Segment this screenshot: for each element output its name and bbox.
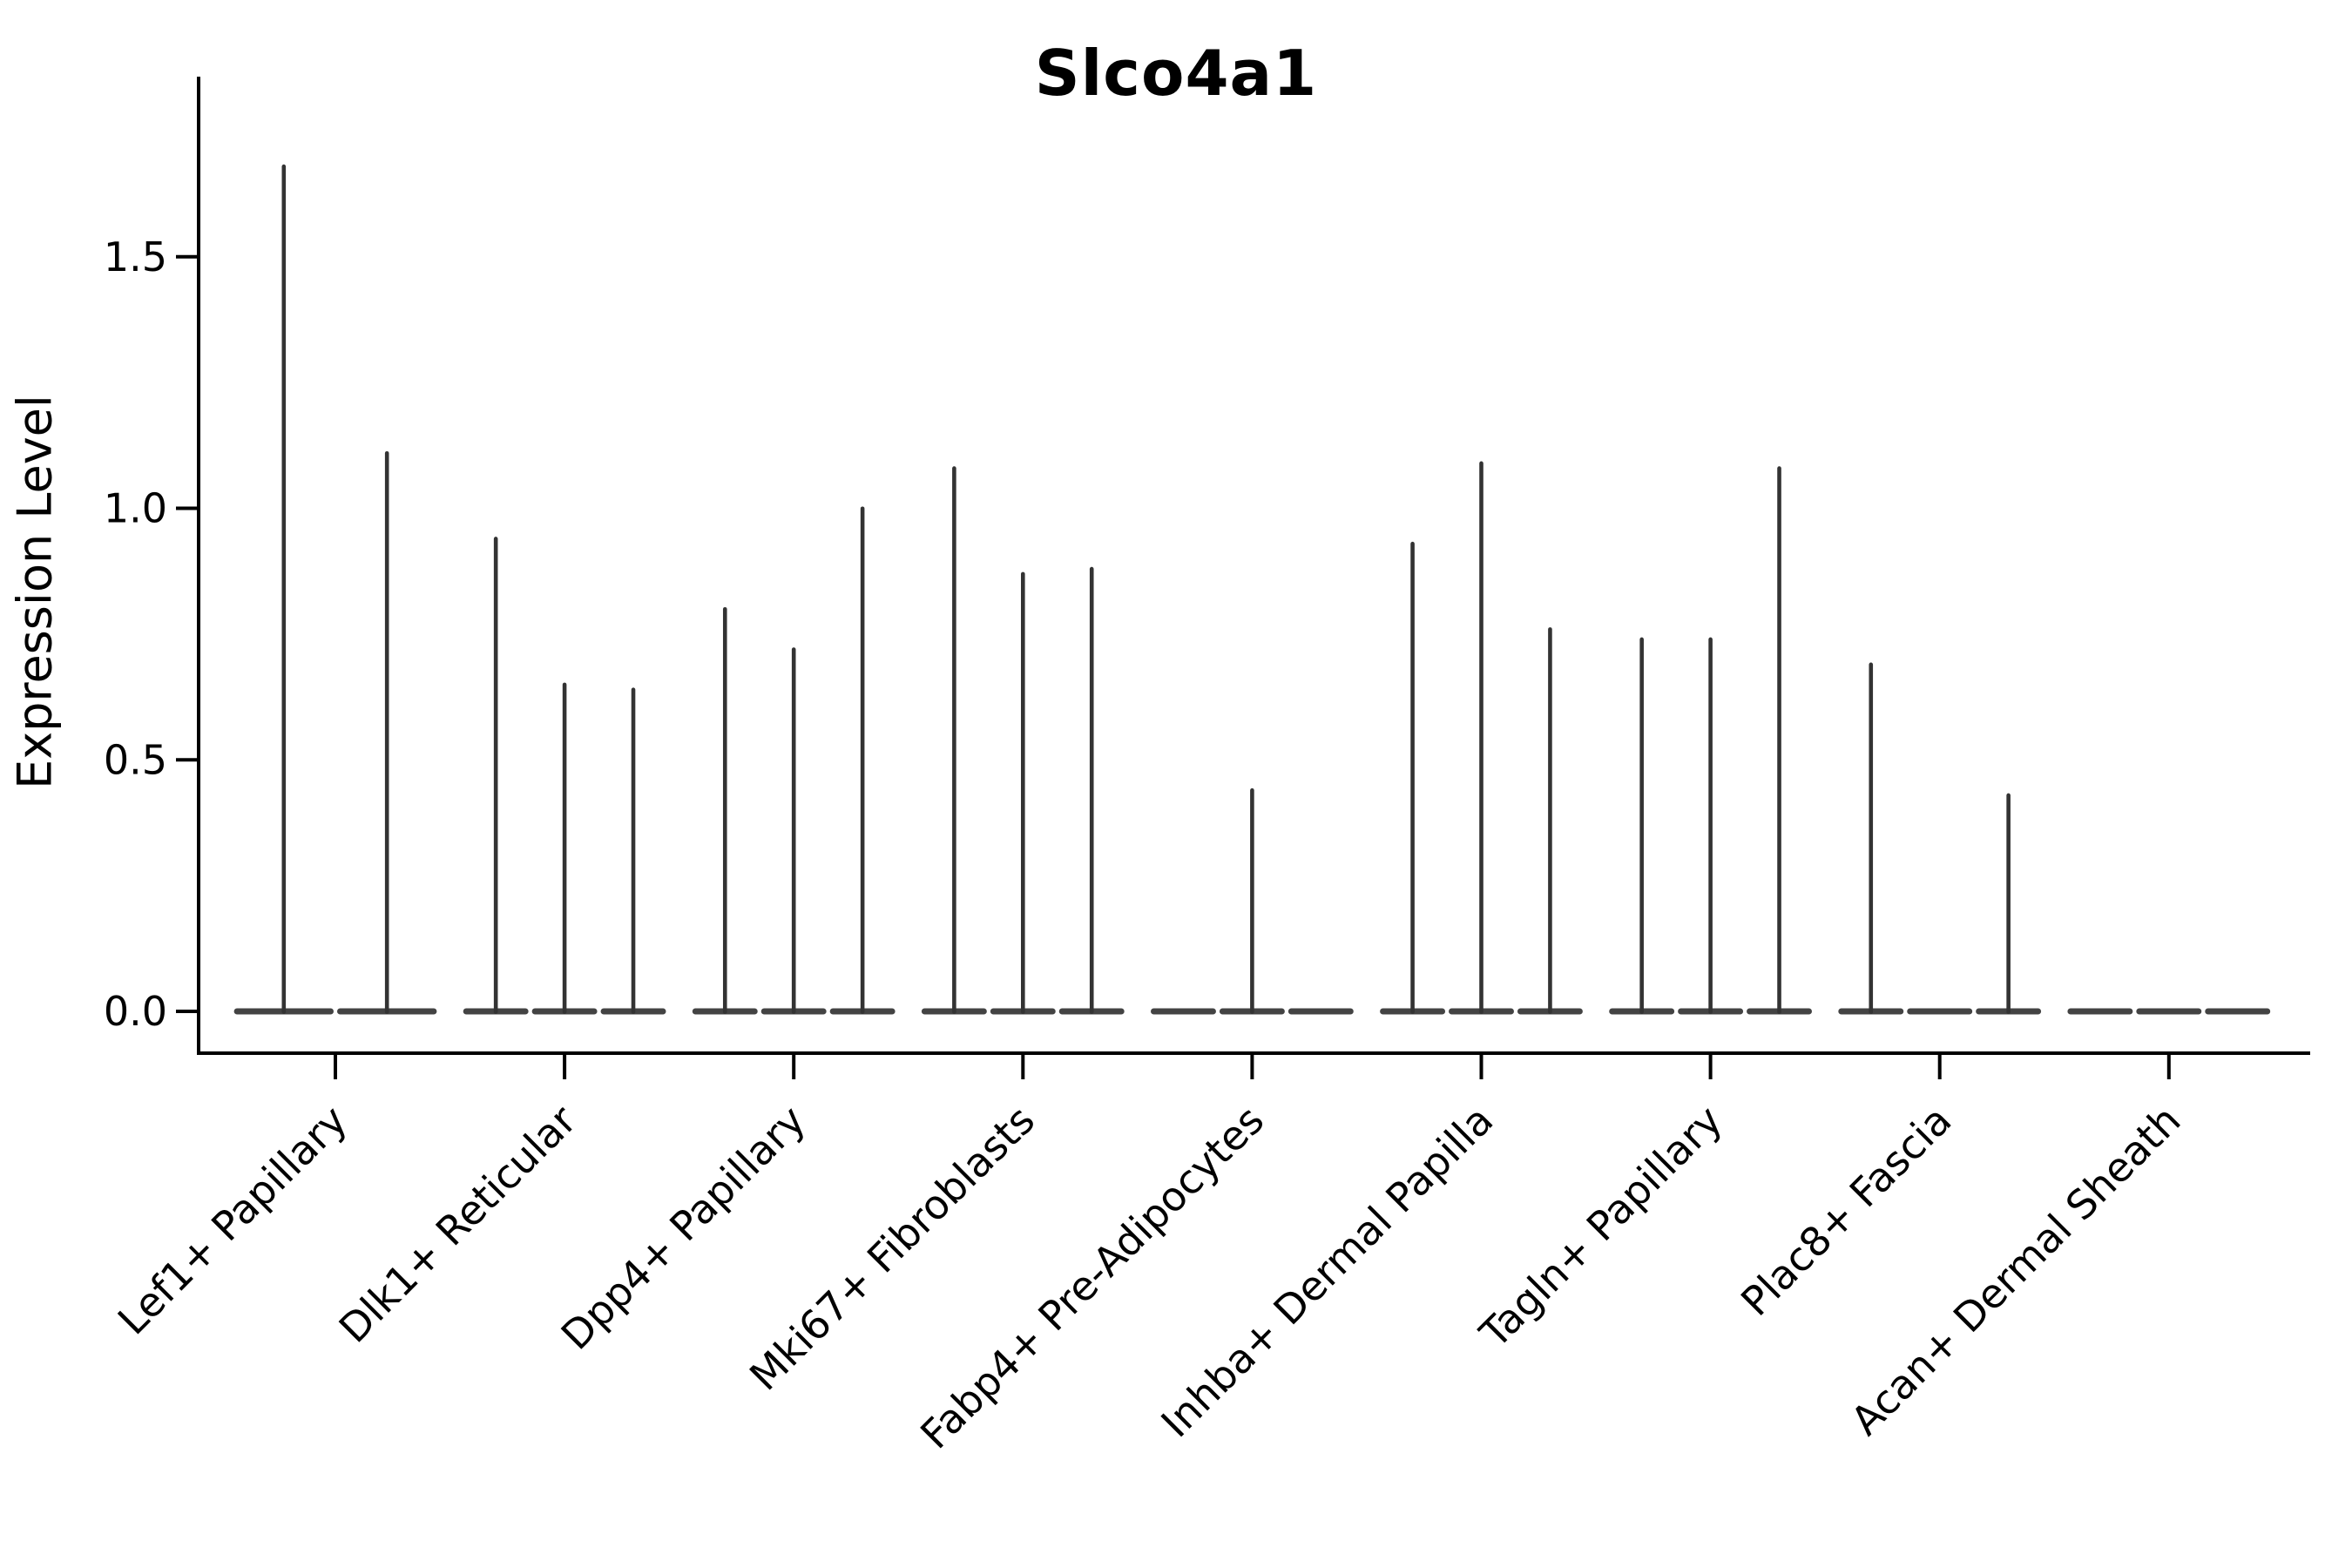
violin-spike: [1708, 637, 1713, 1014]
violin-spike: [1021, 571, 1025, 1014]
y-axis-label: Expression Level: [7, 395, 63, 789]
violin-spike: [1777, 466, 1781, 1014]
violin-base: [1907, 1008, 1973, 1015]
violin-base: [2205, 1008, 2271, 1015]
violin-spike: [952, 466, 956, 1014]
violin-base: [1288, 1008, 1354, 1015]
violin-spike: [1250, 787, 1254, 1014]
y-tick-label: 1.0: [104, 485, 167, 532]
chart-title: Slco4a1: [1034, 37, 1318, 110]
violin-spike: [1548, 627, 1552, 1014]
violin-spike: [1869, 662, 1874, 1014]
violin-spike: [384, 450, 389, 1014]
violin-spike: [1410, 541, 1415, 1014]
violin-spike: [281, 164, 287, 1015]
y-tick-label: 1.5: [104, 233, 167, 280]
violin-spike: [791, 647, 796, 1014]
violin-spike: [493, 537, 498, 1014]
violin-spike: [1639, 637, 1644, 1014]
violin-spike: [631, 687, 636, 1014]
violin-spike: [722, 607, 727, 1014]
violin-spike: [860, 506, 865, 1014]
y-tick-label: 0.5: [104, 736, 167, 783]
violin-spike: [1089, 566, 1094, 1014]
y-tick-label: 0.0: [104, 988, 167, 1035]
violin-base: [2136, 1008, 2202, 1015]
violin-base: [1151, 1008, 1216, 1015]
x-category-label: Plac8+ Fascia: [1732, 1097, 1960, 1325]
x-category-label: Tagln+ Papillary: [1470, 1097, 1732, 1358]
violin-spike: [1479, 461, 1484, 1014]
x-category-label: Lef1+ Papillary: [109, 1097, 356, 1344]
violin-spike: [2006, 793, 2011, 1014]
violin-spike: [562, 682, 567, 1014]
x-category-label: Dpp4+ Papillary: [552, 1097, 814, 1359]
violin-base: [2067, 1008, 2133, 1015]
x-category-label: Dlk1+ Reticular: [330, 1097, 585, 1352]
